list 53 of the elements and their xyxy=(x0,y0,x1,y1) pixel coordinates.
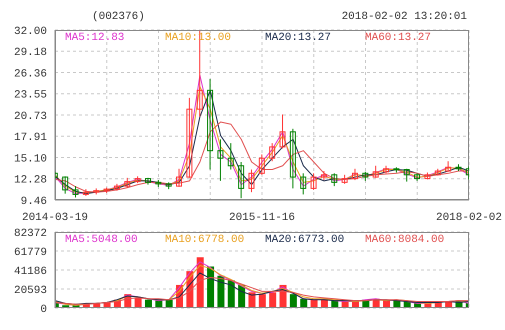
text: MA60:8084.00 xyxy=(365,234,446,246)
candlestick xyxy=(300,172,306,195)
y-tick-label: 12.28 xyxy=(14,174,47,187)
text: MA10:6778.00 xyxy=(165,234,246,246)
candlestick xyxy=(404,168,410,182)
candlestick xyxy=(310,172,317,190)
y-tick-label: 26.36 xyxy=(14,68,47,80)
candlestick xyxy=(290,128,296,189)
chart-subtitle: 2018-02-02 13:20:01 xyxy=(342,11,467,23)
candlestick xyxy=(342,174,348,184)
bar xyxy=(258,294,266,308)
candlestick xyxy=(258,154,265,176)
candlestick xyxy=(186,97,192,178)
bar xyxy=(269,292,276,308)
y-tick-label: 20.73 xyxy=(14,110,47,123)
candlestick xyxy=(362,171,368,182)
candlestick xyxy=(176,168,182,188)
candlestick xyxy=(228,142,234,170)
y-tick-label: 61779 xyxy=(14,246,47,259)
bar xyxy=(290,294,297,308)
chart-title: (002376) xyxy=(92,11,145,23)
candlestick xyxy=(352,168,358,181)
candlestick xyxy=(217,138,224,182)
candlestick xyxy=(280,114,286,149)
x-tick-label: 2014-03-19 xyxy=(22,212,88,224)
y-tick-label: 23.55 xyxy=(14,90,47,102)
y-tick-label: 17.91 xyxy=(14,132,48,144)
x-tick-label: 2018-02-02 xyxy=(436,212,502,224)
candlestick xyxy=(269,142,276,162)
y-tick-label: 32.00 xyxy=(14,26,47,38)
candlestick xyxy=(372,165,379,178)
text: MA5:12.83 xyxy=(65,32,126,44)
candlestick xyxy=(124,177,130,188)
candlestick xyxy=(320,170,327,181)
candlestick xyxy=(238,161,244,199)
candlestick xyxy=(72,186,79,198)
y-tick-label: 15.10 xyxy=(14,153,47,166)
candlestick xyxy=(445,160,452,172)
line-series xyxy=(55,277,469,305)
text: MA5:5048.00 xyxy=(65,234,139,246)
text: MA60:13.27 xyxy=(365,32,432,44)
y-tick-label: 29.18 xyxy=(14,47,47,60)
text: MA20:6773.00 xyxy=(265,234,346,246)
y-tick-label: 20593 xyxy=(14,284,47,297)
y-tick-label: 0 xyxy=(40,304,47,316)
candlestick xyxy=(248,169,254,193)
x-tick-label: 2015-11-16 xyxy=(228,212,296,224)
candlestick xyxy=(62,176,68,194)
y-tick-label: 82372 xyxy=(14,228,47,240)
text: MA20:13.27 xyxy=(265,32,332,44)
candlestick xyxy=(331,172,338,187)
y-tick-label: 41186 xyxy=(14,266,47,278)
y-tick-label: 9.46 xyxy=(20,196,47,208)
